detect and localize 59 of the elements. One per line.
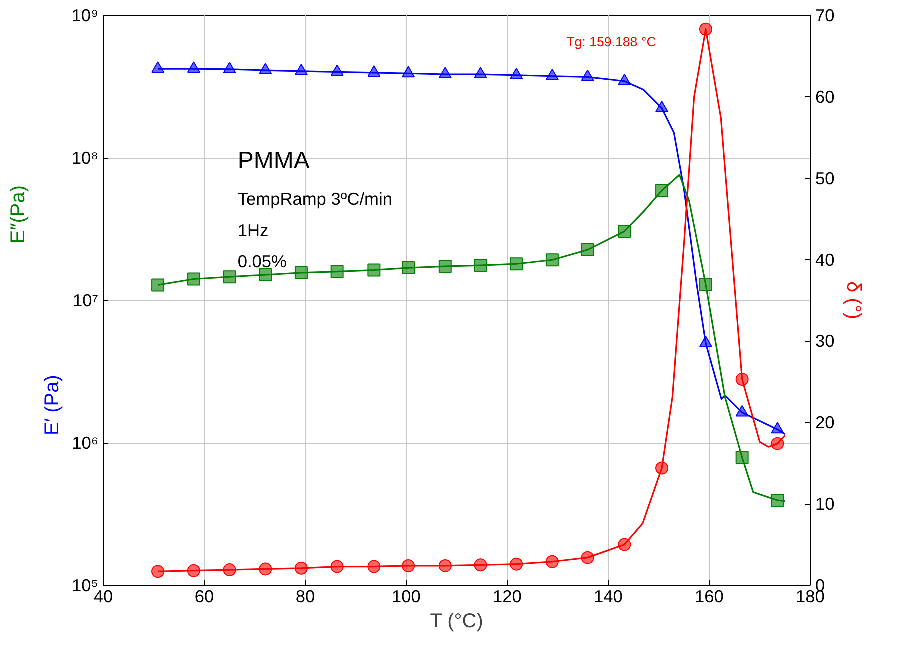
x-tick-label: 80: [296, 586, 316, 606]
point: [546, 68, 559, 80]
y2-tick-label: 60: [816, 86, 835, 107]
point: [581, 70, 594, 82]
point: [474, 259, 488, 272]
y2-tick-label: 40: [816, 250, 835, 270]
y-tick-label: 10⁷: [72, 290, 99, 310]
point: [474, 67, 488, 79]
text: E′ (Pa): [42, 375, 64, 436]
x-tick-label: 140: [594, 586, 623, 606]
point: [152, 62, 165, 74]
point: [438, 260, 452, 274]
point: [656, 184, 669, 198]
x-axis-title: T (°C): [430, 610, 484, 632]
point: [187, 272, 200, 286]
point: [699, 278, 712, 292]
point: [187, 62, 200, 74]
point: [294, 64, 308, 76]
annotation: PMMA: [238, 147, 310, 174]
x-tick-label: 160: [695, 586, 724, 606]
point: [402, 262, 416, 275]
point: [581, 244, 594, 257]
point: [152, 278, 165, 292]
point: [330, 265, 344, 278]
point: [438, 67, 452, 79]
point: [223, 62, 236, 74]
y2-tick-label: 70: [816, 6, 835, 26]
x-tick-label: 100: [392, 586, 421, 606]
y2-tick-label: 10: [816, 494, 835, 514]
point: [368, 66, 381, 77]
y-tick-label: 10⁸: [72, 148, 99, 168]
x-tick-label: 60: [194, 586, 214, 606]
y-tick-label: 10⁶: [72, 433, 99, 453]
point: [618, 74, 632, 86]
annotation: TempRamp 3ºC/min: [238, 189, 392, 210]
point: [546, 254, 559, 267]
point: [656, 100, 669, 112]
x-tick-label: 120: [493, 586, 522, 606]
point: [294, 266, 308, 280]
point: [259, 268, 272, 282]
point: [259, 63, 272, 74]
y2-tick-label: 50: [816, 168, 835, 188]
text: δ (°): [842, 281, 864, 320]
point: [510, 258, 524, 271]
point: [618, 224, 632, 238]
annotation: 1Hz: [238, 220, 269, 240]
point: [736, 451, 749, 464]
point: [510, 68, 524, 80]
y2-tick-label: 20: [816, 412, 835, 433]
annotation: 0.05%: [238, 252, 287, 272]
point: [223, 270, 236, 284]
annotation: Tg: 159.188 °C: [566, 34, 657, 50]
point: [368, 264, 381, 277]
text: E″(Pa): [8, 186, 30, 244]
y-tick-label: 10⁹: [72, 6, 99, 26]
point: [330, 64, 344, 76]
point: [402, 66, 416, 78]
y2-tick-label: 30: [816, 331, 835, 352]
x-tick-label: 40: [94, 586, 114, 606]
